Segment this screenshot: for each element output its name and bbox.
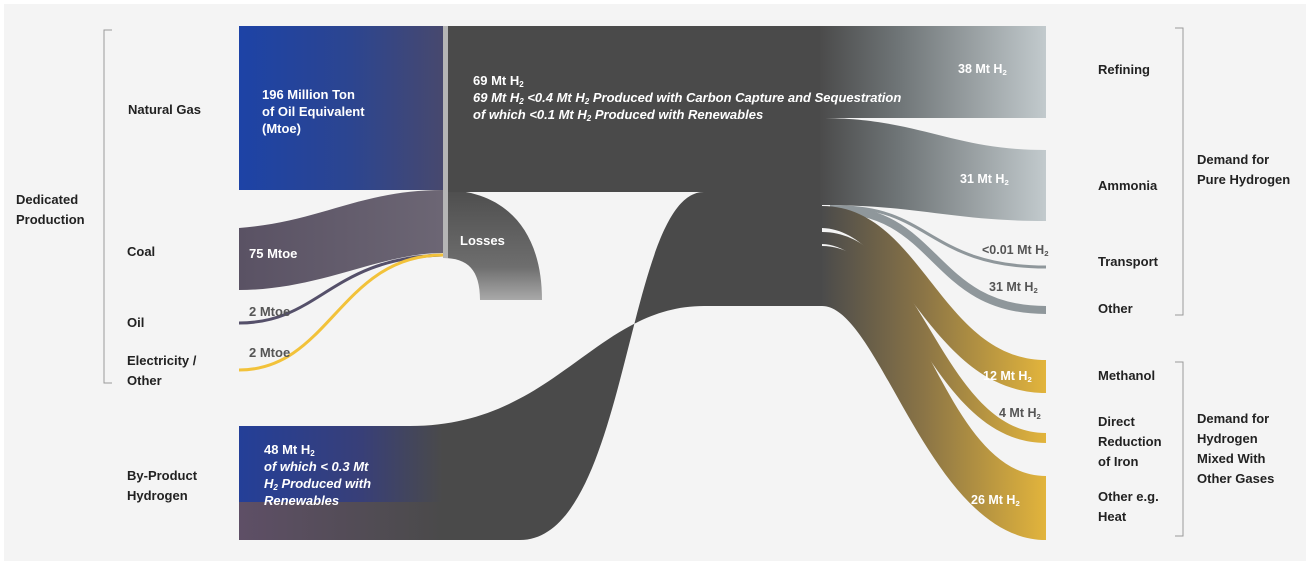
demand-label-heat: Other e.g. Heat [1098, 489, 1159, 524]
natural-gas-bar [239, 26, 443, 190]
source-label-oil: Oil [127, 315, 145, 330]
central-h2-label: 69 Mt H2 69 Mt H2 <0.4 Mt H2 Produced wi… [473, 73, 902, 123]
byproduct-bar [239, 426, 443, 502]
source-label-byproduct: By-Product Hydrogen [127, 468, 198, 503]
heat-flow [822, 246, 1046, 540]
electricity-value: 2 Mtoe [249, 345, 291, 360]
natural-gas-value: 196 Million Ton of Oil Equivalent (Mtoe) [262, 87, 365, 136]
transport-value: <0.01 Mt H2 [982, 243, 1049, 258]
demand-label-refining: Refining [1098, 62, 1150, 77]
demand-label-ammonia: Ammonia [1098, 178, 1158, 193]
demand-label-other: Other [1098, 301, 1133, 316]
hub-flow [410, 26, 822, 540]
refining-flow [820, 26, 1046, 118]
losses-flow-band [443, 190, 542, 300]
transport-flow [839, 205, 1047, 269]
refining-value: 38 Mt H2 [958, 62, 1007, 77]
left-brace [103, 29, 112, 384]
other-pure-flow [829, 205, 1047, 314]
coal-value: 75 Mtoe [249, 246, 298, 261]
other-pure-value: 31 Mt H2 [989, 280, 1038, 295]
methanol-flow [822, 206, 1046, 393]
oil-flow [238, 253, 444, 325]
electricity-flow [238, 253, 444, 372]
group-label-dedicated: Dedicated Production [16, 192, 85, 227]
right-brace-mixed [1175, 361, 1184, 537]
dri-flow [822, 232, 1046, 443]
demand-label-methanol: Methanol [1098, 368, 1156, 383]
losses-label: Losses [460, 233, 505, 248]
dri-value: 4 Mt H2 [999, 406, 1041, 421]
group-label-mixed: Demand for Hydrogen Mixed With Other Gas… [1197, 411, 1275, 486]
byproduct-bar-lower [239, 502, 443, 540]
group-label-pure: Demand for Pure Hydrogen [1197, 152, 1291, 187]
byproduct-value: 48 Mt H2 of which < 0.3 Mt H2 Produced w… [264, 442, 372, 508]
heat-value: 26 Mt H2 [971, 493, 1020, 508]
demand-label-transport: Transport [1098, 254, 1158, 269]
demand-label-dri: Direct Reduction of Iron [1098, 414, 1162, 469]
source-label-coal: Coal [127, 244, 156, 259]
source-label-electricity: Electricity / Other [127, 353, 197, 388]
source-label-natural-gas: Natural Gas [128, 102, 201, 117]
separator-line [443, 26, 448, 258]
right-brace-pure [1175, 27, 1184, 316]
ammonia-flow [820, 118, 1046, 221]
methanol-value: 12 Mt H2 [983, 369, 1032, 384]
coal-flow [239, 190, 443, 290]
oil-value: 2 Mtoe [249, 304, 291, 319]
ammonia-value: 31 Mt H2 [960, 172, 1009, 187]
